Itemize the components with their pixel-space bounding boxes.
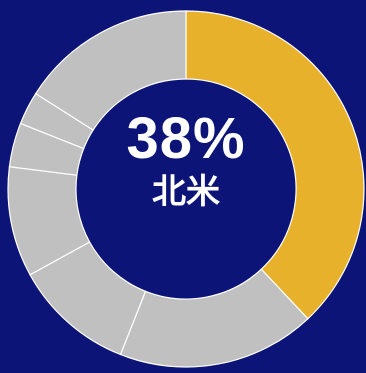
donut-slice-7: [34, 10, 187, 131]
center-label: 38% 北米: [88, 106, 284, 213]
highlight-value: 38%: [126, 106, 246, 171]
highlight-region-label: 北米: [152, 172, 220, 212]
donut-slices: [7, 10, 365, 368]
donut-slice-highlighted: [185, 10, 365, 320]
